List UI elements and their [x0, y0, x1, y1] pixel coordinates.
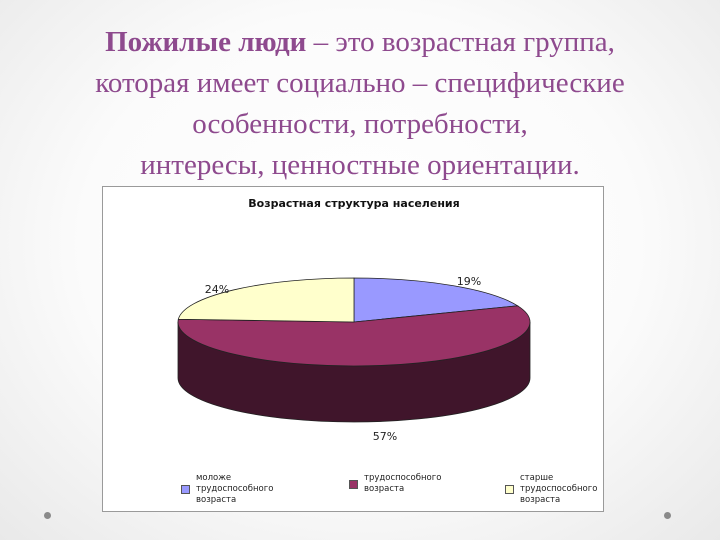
pie-chart-svg: Возрастная структура населения 19% 57% 24% — [177, 197, 531, 443]
legend-label-1: трудоспособного возраста — [364, 473, 442, 494]
chart-legend: моложе трудоспособного возраста трудоспо… — [103, 473, 603, 509]
legend-label-2: старше трудоспособного возраста — [520, 473, 598, 505]
legend-swatch-2 — [505, 485, 514, 494]
legend-item-1: трудоспособного возраста — [349, 473, 454, 495]
data-label-2: 24% — [205, 283, 229, 296]
heading-line-1: Пожилые люди – это возрастная группа, — [20, 22, 700, 63]
heading-line-4: интересы, ценностные ориентации. — [140, 149, 580, 181]
chart-title: Возрастная структура населения — [248, 197, 459, 210]
pie-chart: Возрастная структура населения 19% 57% 24%… — [102, 186, 604, 512]
heading-line-2: которая имеет социально – специфические — [95, 67, 625, 99]
slide-decor-dot-right — [664, 512, 671, 519]
legend-swatch-1 — [349, 479, 358, 489]
heading-line-3: особенности, потребности, — [192, 108, 528, 140]
slide-decor-dot-left — [44, 512, 51, 519]
legend-swatch-0 — [181, 485, 190, 494]
heading-line-1-rest: – это возрастная группа, — [306, 26, 615, 58]
legend-item-2: старше трудоспособного возраста — [505, 473, 610, 506]
heading-bold-term: Пожилые люди — [105, 26, 307, 58]
data-label-0: 19% — [457, 275, 481, 288]
pie-tops — [177, 277, 531, 367]
pie-slice-0 — [353, 277, 519, 323]
legend-item-0: моложе трудоспособного возраста — [181, 473, 286, 506]
pie-slice-2 — [177, 277, 355, 323]
legend-label-0: моложе трудоспособного возраста — [196, 473, 274, 505]
slide-heading: Пожилые люди – это возрастная группа, ко… — [20, 22, 700, 186]
data-label-1: 57% — [373, 430, 397, 443]
